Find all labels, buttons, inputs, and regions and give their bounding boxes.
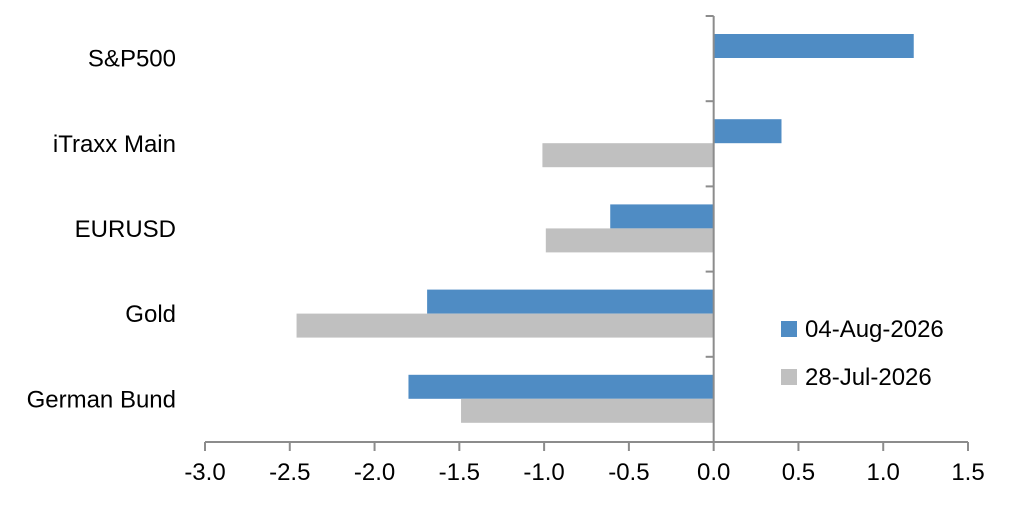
category-label-s-p500: S&P500 [88, 46, 176, 73]
x-tick-label: -3.0 [184, 459, 225, 486]
bars-group [296, 34, 914, 423]
bar-eurusd-series-2 [545, 228, 714, 253]
x-tick-labels: -3.0 -2.5 -2.0 -1.5 -1.0 -0.5 0.0 0.5 1.0 1.5 [184, 459, 984, 486]
category-label-gold: Gold [125, 301, 176, 328]
bar-itraxx-main-series-1 [713, 119, 782, 144]
bar-gold-series-1 [427, 289, 714, 314]
x-tick-label: -1.0 [523, 459, 564, 486]
legend: 04-Aug-2026 28-Jul-2026 [781, 316, 944, 391]
x-tick-label: 1.0 [867, 459, 900, 486]
bar-german-bund-series-2 [461, 398, 714, 423]
x-tick-label: -2.5 [269, 459, 310, 486]
x-tick-label: -2.0 [354, 459, 395, 486]
legend-swatch-series-2 [781, 369, 797, 385]
legend-label-series-2: 28-Jul-2026 [805, 364, 932, 391]
x-tick-label: 0.0 [697, 459, 730, 486]
bar-itraxx-main-series-2 [542, 143, 714, 168]
x-tick-label: 0.5 [782, 459, 815, 486]
category-label-german-bund: German Bund [27, 386, 176, 413]
x-tick-label: 1.5 [951, 459, 984, 486]
bar-gold-series-2 [296, 313, 714, 338]
axes-group [204, 15, 969, 451]
bar-german-bund-series-1 [408, 374, 714, 399]
category-label-eurusd: EURUSD [75, 216, 176, 243]
bar-eurusd-series-1 [610, 204, 714, 229]
x-tick-label: -0.5 [608, 459, 649, 486]
bar-s-p500-series-1 [713, 34, 914, 58]
category-labels: S&P500 iTraxx Main EURUSD Gold German Bund [27, 46, 176, 414]
category-label-itraxx-main: iTraxx Main [53, 131, 176, 158]
legend-swatch-series-1 [781, 321, 797, 337]
x-tick-label: -1.5 [439, 459, 480, 486]
legend-label-series-1: 04-Aug-2026 [805, 316, 944, 343]
